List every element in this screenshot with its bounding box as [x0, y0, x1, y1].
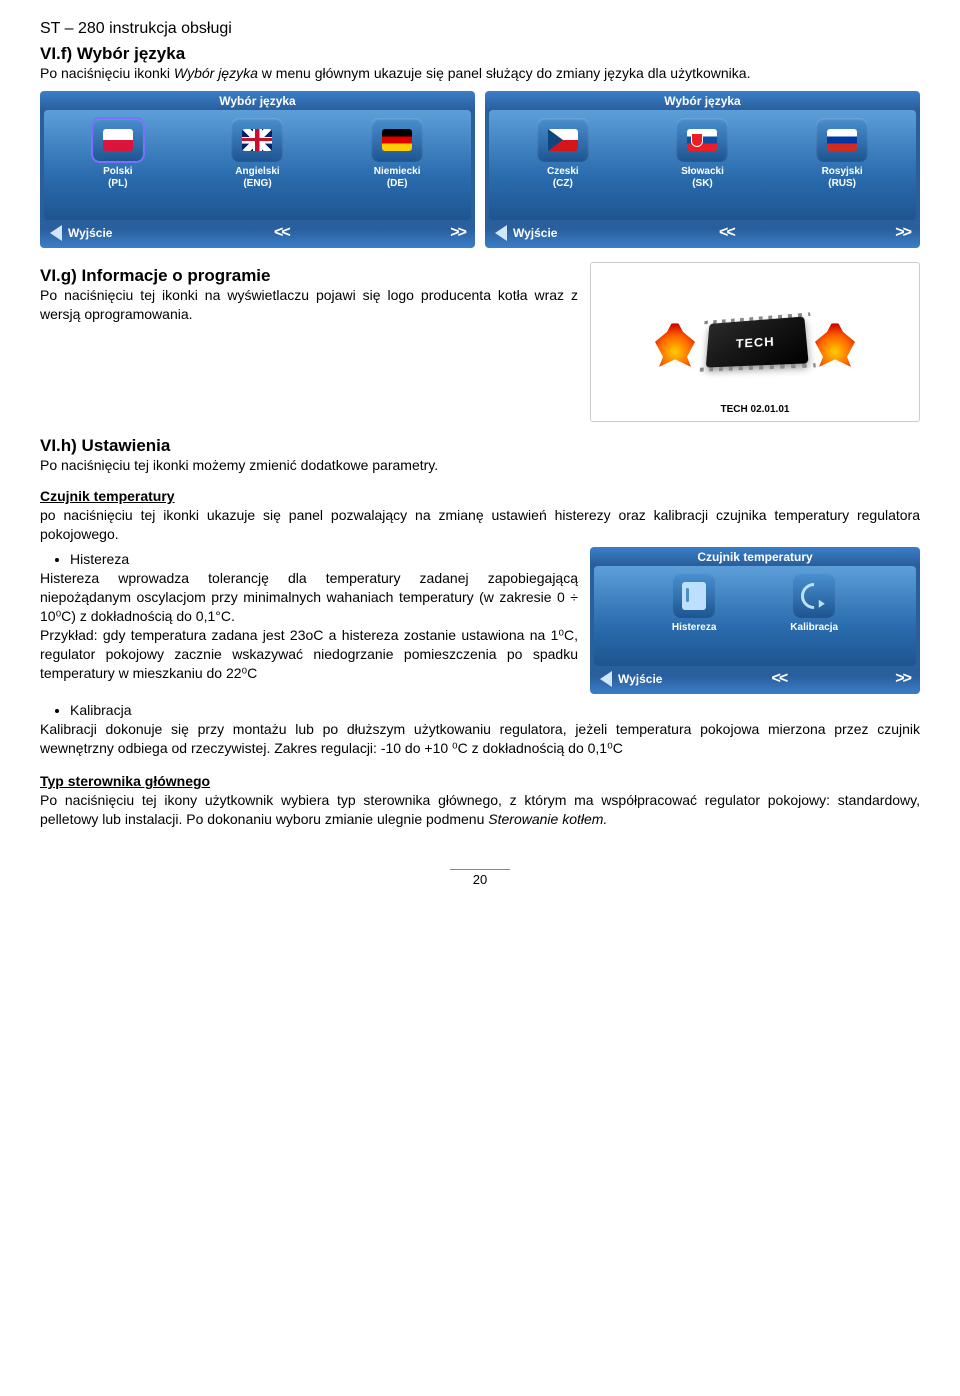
item-label: Histereza — [672, 622, 716, 634]
logo-center: TECH — [655, 317, 855, 367]
flag-box — [371, 118, 423, 162]
exit-button[interactable]: Wyjście — [495, 225, 557, 241]
flag-sk-icon — [687, 129, 717, 151]
flag-box — [537, 118, 589, 162]
language-item-cz[interactable]: Czeski(CZ) — [537, 118, 589, 214]
text-frag: po naciśnięciu tej ikonki ukazuje się pa… — [40, 507, 920, 542]
text-italic: Sterowanie kotłem. — [488, 811, 607, 827]
czujnik-title: Czujnik temperatury — [40, 488, 175, 504]
hist-bullet: Histereza — [70, 551, 578, 567]
sensor-panel: Czujnik temperatury Histereza Kalibracja… — [590, 547, 920, 694]
typ-section: Typ sterownika głównego Po naciśnięciu t… — [40, 772, 920, 829]
section-h-text: Po naciśnięciu tej ikonki możemy zmienić… — [40, 456, 920, 475]
kalib-bullet: Kalibracja — [70, 702, 920, 718]
language-item-sk[interactable]: Słowacki(SK) — [676, 118, 728, 214]
text-frag: w menu głównym ukazuje się panel służący… — [258, 65, 751, 81]
language-item-de[interactable]: Niemiecki(DE) — [371, 118, 423, 214]
exit-button[interactable]: Wyjście — [600, 671, 662, 687]
hist-bullet-label: Histereza — [70, 551, 578, 567]
firmware-version: TECH 02.01.01 — [721, 404, 790, 415]
section-f-title: VI.f) Wybór języka — [40, 44, 920, 64]
prev-button[interactable]: << — [719, 224, 734, 242]
section-f-text: Po naciśnięciu ikonki Wybór języka w men… — [40, 64, 920, 83]
histereza-icon — [673, 574, 715, 618]
hist-text-1: Histereza wprowadza tolerancję dla tempe… — [40, 569, 578, 626]
section-g-text: Po naciśnięciu tej ikonki na wyświetlacz… — [40, 286, 578, 324]
panel-title: Wybór języka — [485, 91, 920, 108]
language-panels-row: Wybór języka Polski(PL) Angielski(ENG) Nie… — [40, 91, 920, 248]
language-panel-left: Wybór języka Polski(PL) Angielski(ENG) Nie… — [40, 91, 475, 248]
next-button[interactable]: >> — [895, 670, 910, 688]
section-h-title: VI.h) Ustawienia — [40, 436, 920, 456]
item-label: Kalibracja — [790, 622, 838, 634]
flag-de-icon — [382, 129, 412, 151]
back-arrow-icon — [495, 225, 507, 241]
panel-body: Histereza Kalibracja — [594, 566, 916, 666]
panel-footer: Wyjście << >> — [590, 668, 920, 694]
panel-title: Wybór języka — [40, 91, 475, 108]
exit-button[interactable]: Wyjście — [50, 225, 112, 241]
sensor-item-kalibracja[interactable]: Kalibracja — [790, 574, 838, 660]
sensor-item-histereza[interactable]: Histereza — [672, 574, 716, 660]
item-label: Słowacki(SK) — [681, 166, 724, 190]
czujnik-text: Czujnik temperatury po naciśnięciu tej i… — [40, 487, 920, 544]
item-label: Niemiecki(DE) — [374, 166, 421, 190]
brand-logo-panel: TECH TECH 02.01.01 — [590, 262, 920, 422]
text-frag: Po naciśnięciu tej ikony użytkownik wybi… — [40, 792, 920, 827]
flag-box — [676, 118, 728, 162]
flag-pl-icon — [103, 129, 133, 151]
chip-icon: TECH — [706, 316, 809, 367]
fire-icon — [815, 317, 855, 367]
language-item-en[interactable]: Angielski(ENG) — [231, 118, 283, 214]
panel-body: Czeski(CZ) Słowacki(SK) Rosyjski(RUS) — [489, 110, 916, 220]
item-label: Rosyjski(RUS) — [822, 166, 863, 190]
flag-box — [92, 118, 144, 162]
fire-icon — [655, 317, 695, 367]
flag-box — [816, 118, 868, 162]
back-arrow-icon — [600, 671, 612, 687]
panel-footer: Wyjście << >> — [40, 222, 475, 248]
exit-label: Wyjście — [618, 672, 662, 686]
flag-cz-icon — [548, 129, 578, 151]
next-button[interactable]: >> — [895, 224, 910, 242]
panel-title: Czujnik temperatury — [590, 547, 920, 564]
kalib-bullet-label: Kalibracja — [70, 702, 920, 718]
flag-ru-icon — [827, 129, 857, 151]
prev-button[interactable]: << — [772, 670, 787, 688]
hist-text-2: Przykład: gdy temperatura zadana jest 23… — [40, 626, 578, 683]
text-italic: Wybór języka — [174, 65, 258, 81]
item-label: Polski(PL) — [103, 166, 132, 190]
prev-button[interactable]: << — [274, 224, 289, 242]
kalibracja-icon — [793, 574, 835, 618]
panel-body: Polski(PL) Angielski(ENG) Niemiecki(DE) — [44, 110, 471, 220]
kalib-text: Kalibracji dokonuje się przy montażu lub… — [40, 720, 920, 758]
next-button[interactable]: >> — [450, 224, 465, 242]
language-item-pl[interactable]: Polski(PL) — [92, 118, 144, 214]
back-arrow-icon — [50, 225, 62, 241]
text-frag: Po naciśnięciu ikonki — [40, 65, 174, 81]
language-item-ru[interactable]: Rosyjski(RUS) — [816, 118, 868, 214]
exit-label: Wyjście — [513, 226, 557, 240]
language-panel-right: Wybór języka Czeski(CZ) Słowacki(SK) Rosyj… — [485, 91, 920, 248]
page-header: ST – 280 instrukcja obsługi — [40, 20, 920, 38]
item-label: Czeski(CZ) — [547, 166, 579, 190]
typ-title: Typ sterownika głównego — [40, 773, 210, 789]
flag-en-icon — [242, 129, 272, 151]
page-number: 20 — [450, 869, 510, 887]
section-g-title: VI.g) Informacje o programie — [40, 266, 578, 286]
panel-footer: Wyjście << >> — [485, 222, 920, 248]
flag-box — [231, 118, 283, 162]
item-label: Angielski(ENG) — [235, 166, 279, 190]
exit-label: Wyjście — [68, 226, 112, 240]
